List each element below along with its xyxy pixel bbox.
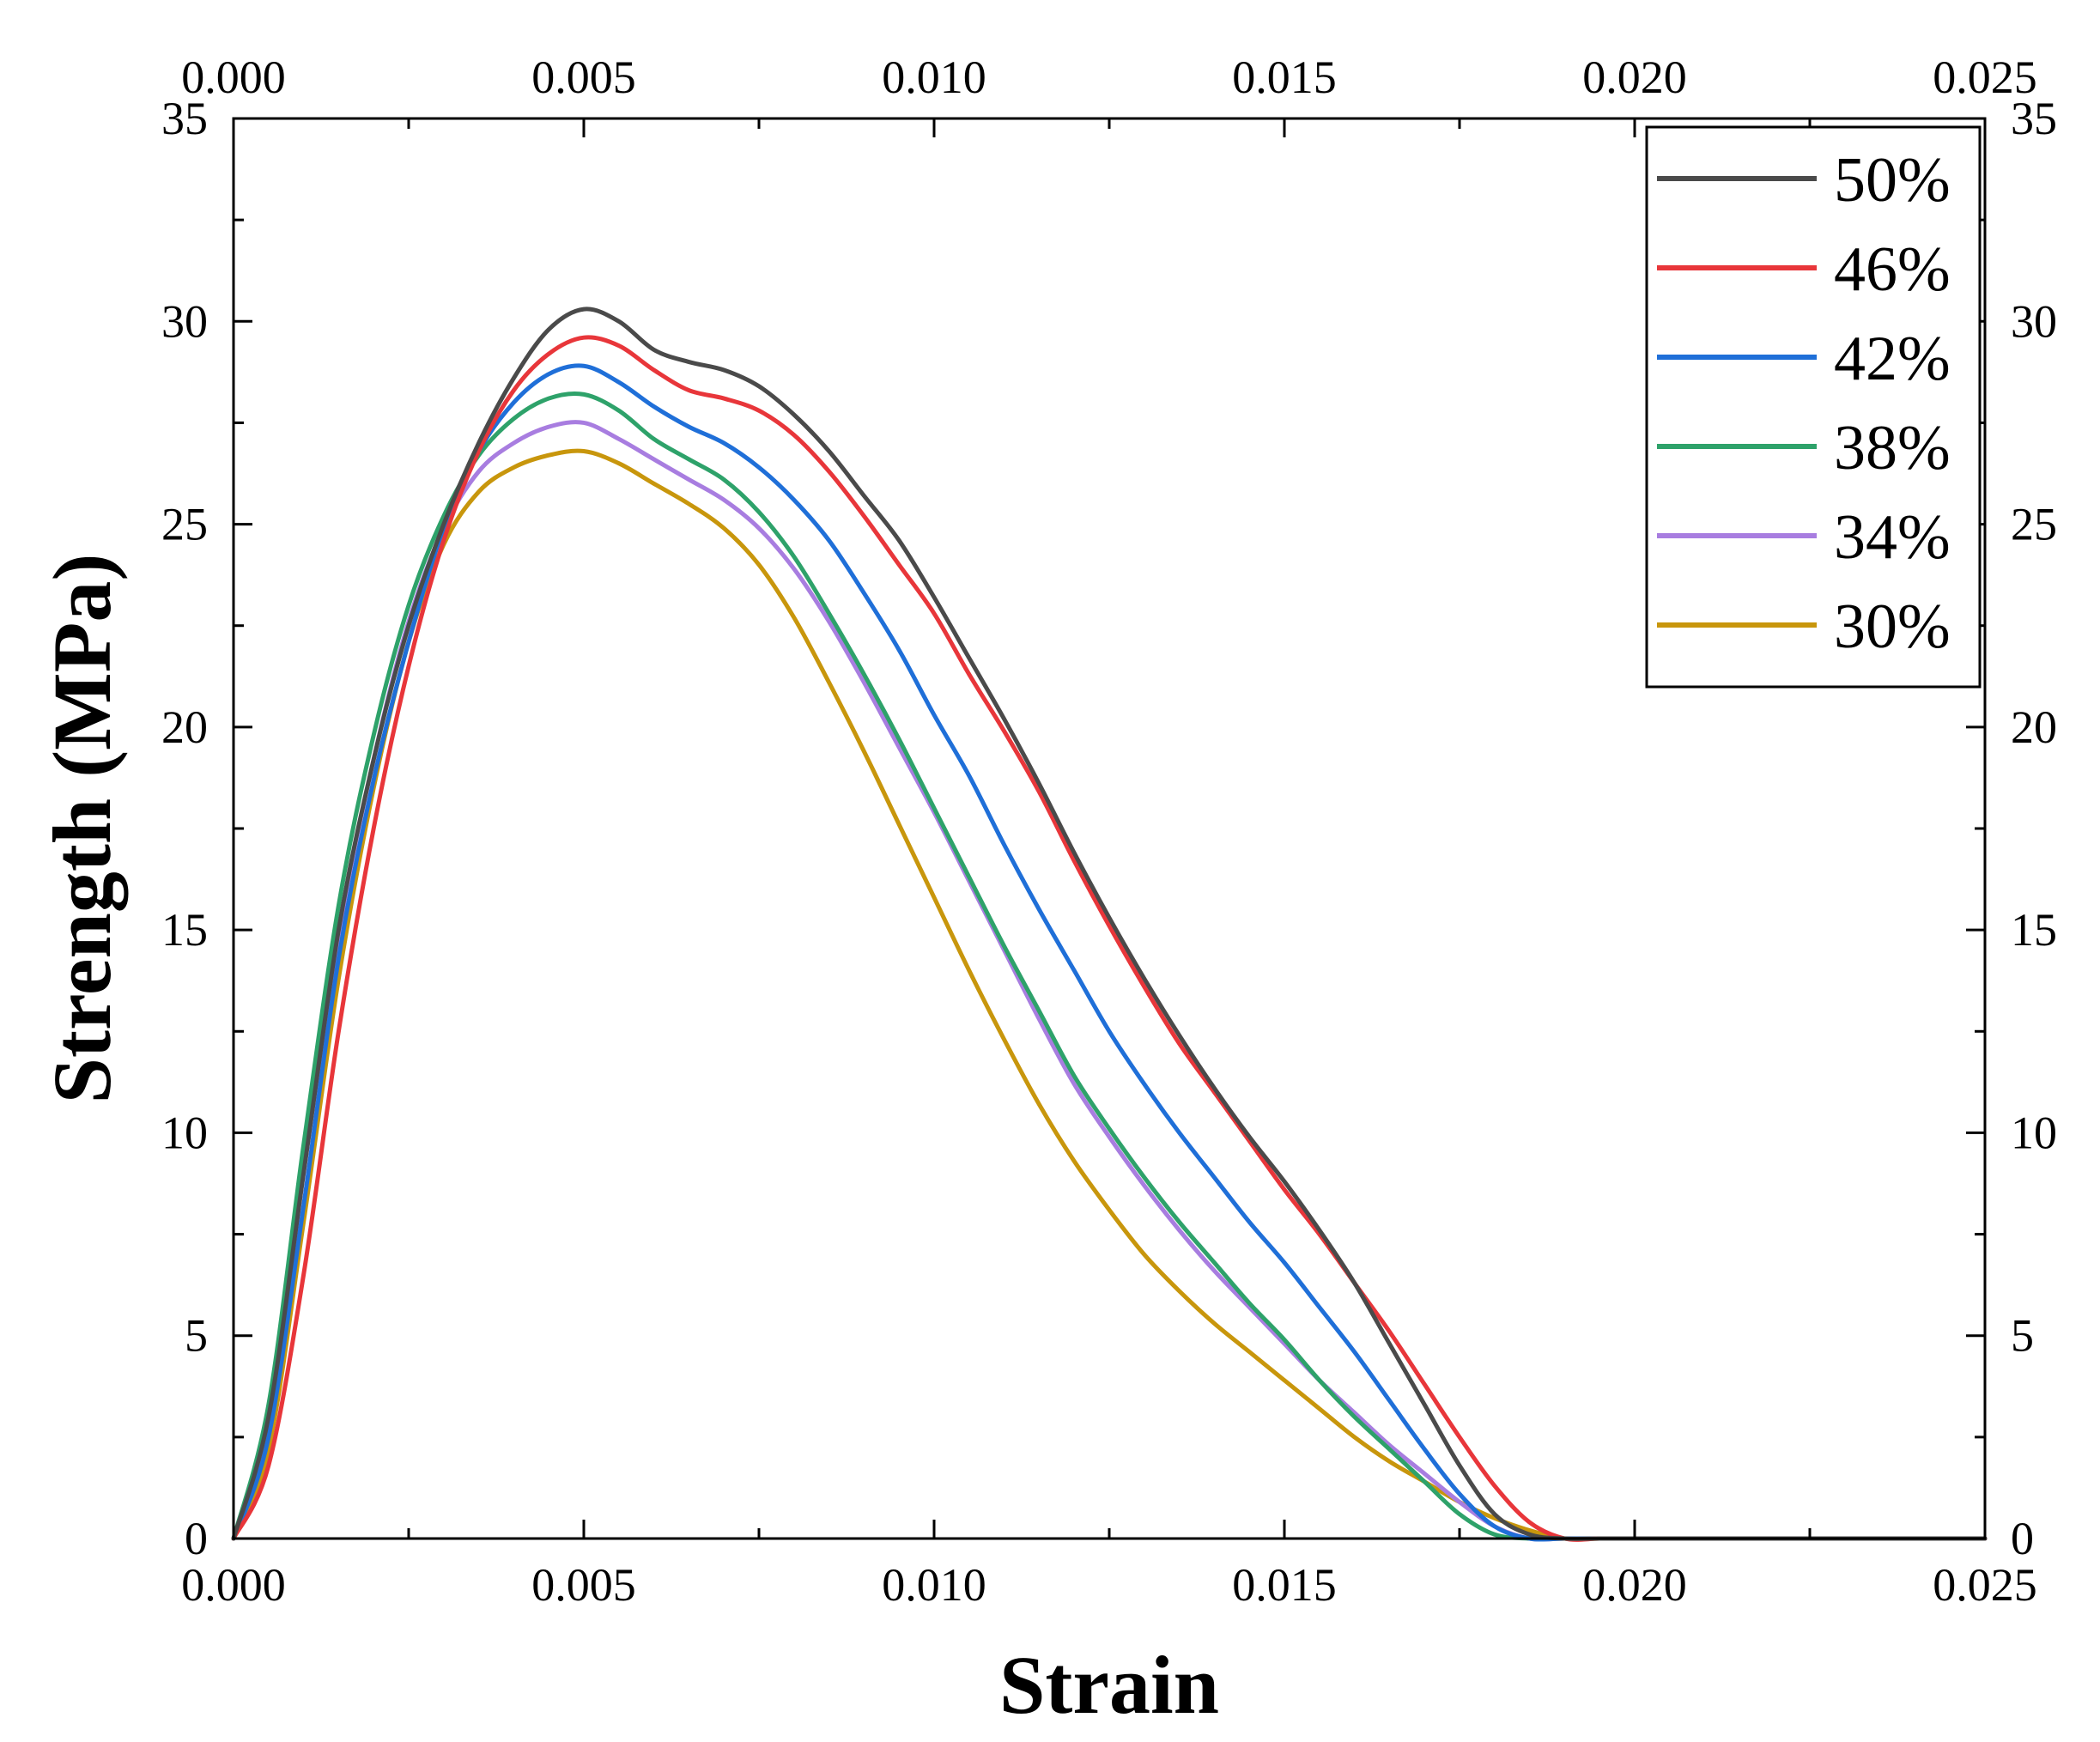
- y-tick-label-left: 15: [161, 904, 208, 956]
- y-tick-label-right: 10: [2011, 1107, 2057, 1158]
- y-tick-label-left: 30: [161, 295, 208, 347]
- legend-box: [1645, 125, 1982, 689]
- legend-label-42pct: 42%: [1834, 324, 1951, 394]
- x-tick-label-top: 0.025: [1933, 52, 2037, 103]
- x-tick-label-top: 0.000: [181, 52, 286, 103]
- x-axis-title: Strain: [999, 1639, 1219, 1731]
- legend-label-46pct: 46%: [1834, 234, 1951, 305]
- y-tick-label-right: 35: [2011, 93, 2057, 144]
- y-tick-label-left: 25: [161, 499, 208, 550]
- x-tick-label-bottom: 0.020: [1582, 1559, 1687, 1611]
- x-tick-label-bottom: 0.015: [1232, 1559, 1337, 1611]
- x-tick-label-bottom: 0.025: [1933, 1559, 2037, 1611]
- x-tick-label-bottom: 0.005: [531, 1559, 636, 1611]
- legend-label-50pct: 50%: [1834, 145, 1951, 215]
- y-tick-label-right: 0: [2011, 1513, 2034, 1564]
- y-tick-label-right: 20: [2011, 701, 2057, 753]
- y-tick-label-left: 0: [185, 1513, 208, 1564]
- x-tick-label-top: 0.015: [1232, 52, 1337, 103]
- y-tick-label-right: 15: [2011, 904, 2057, 956]
- series-line-50pct: [231, 307, 1988, 1541]
- series-line-46pct: [231, 335, 1988, 1542]
- legend-label-38pct: 38%: [1834, 413, 1951, 483]
- legend-label-34pct: 34%: [1834, 502, 1951, 573]
- y-tick-label-left: 10: [161, 1107, 208, 1158]
- y-tick-label-left: 5: [185, 1310, 208, 1362]
- series-line-38pct: [231, 391, 1988, 1541]
- y-tick-label-right: 5: [2011, 1310, 2034, 1362]
- series-line-42pct: [231, 363, 1988, 1542]
- x-tick-label-bottom: 0.010: [882, 1559, 986, 1611]
- y-tick-label-right: 25: [2011, 499, 2057, 550]
- legend: 50% 46% 42% 38% 34% 30%: [1645, 125, 1982, 689]
- legend-label-30pct: 30%: [1834, 592, 1951, 662]
- series-layer: [231, 307, 1988, 1542]
- x-tick-label-bottom: 0.000: [181, 1559, 286, 1611]
- x-tick-label-top: 0.020: [1582, 52, 1687, 103]
- y-tick-label-left: 20: [161, 701, 208, 753]
- y-tick-label-right: 30: [2011, 295, 2057, 347]
- x-tick-label-top: 0.010: [882, 52, 986, 103]
- x-tick-label-top: 0.005: [531, 52, 636, 103]
- y-tick-label-left: 35: [161, 93, 208, 144]
- y-axis-title: Strength (MPa): [36, 554, 128, 1104]
